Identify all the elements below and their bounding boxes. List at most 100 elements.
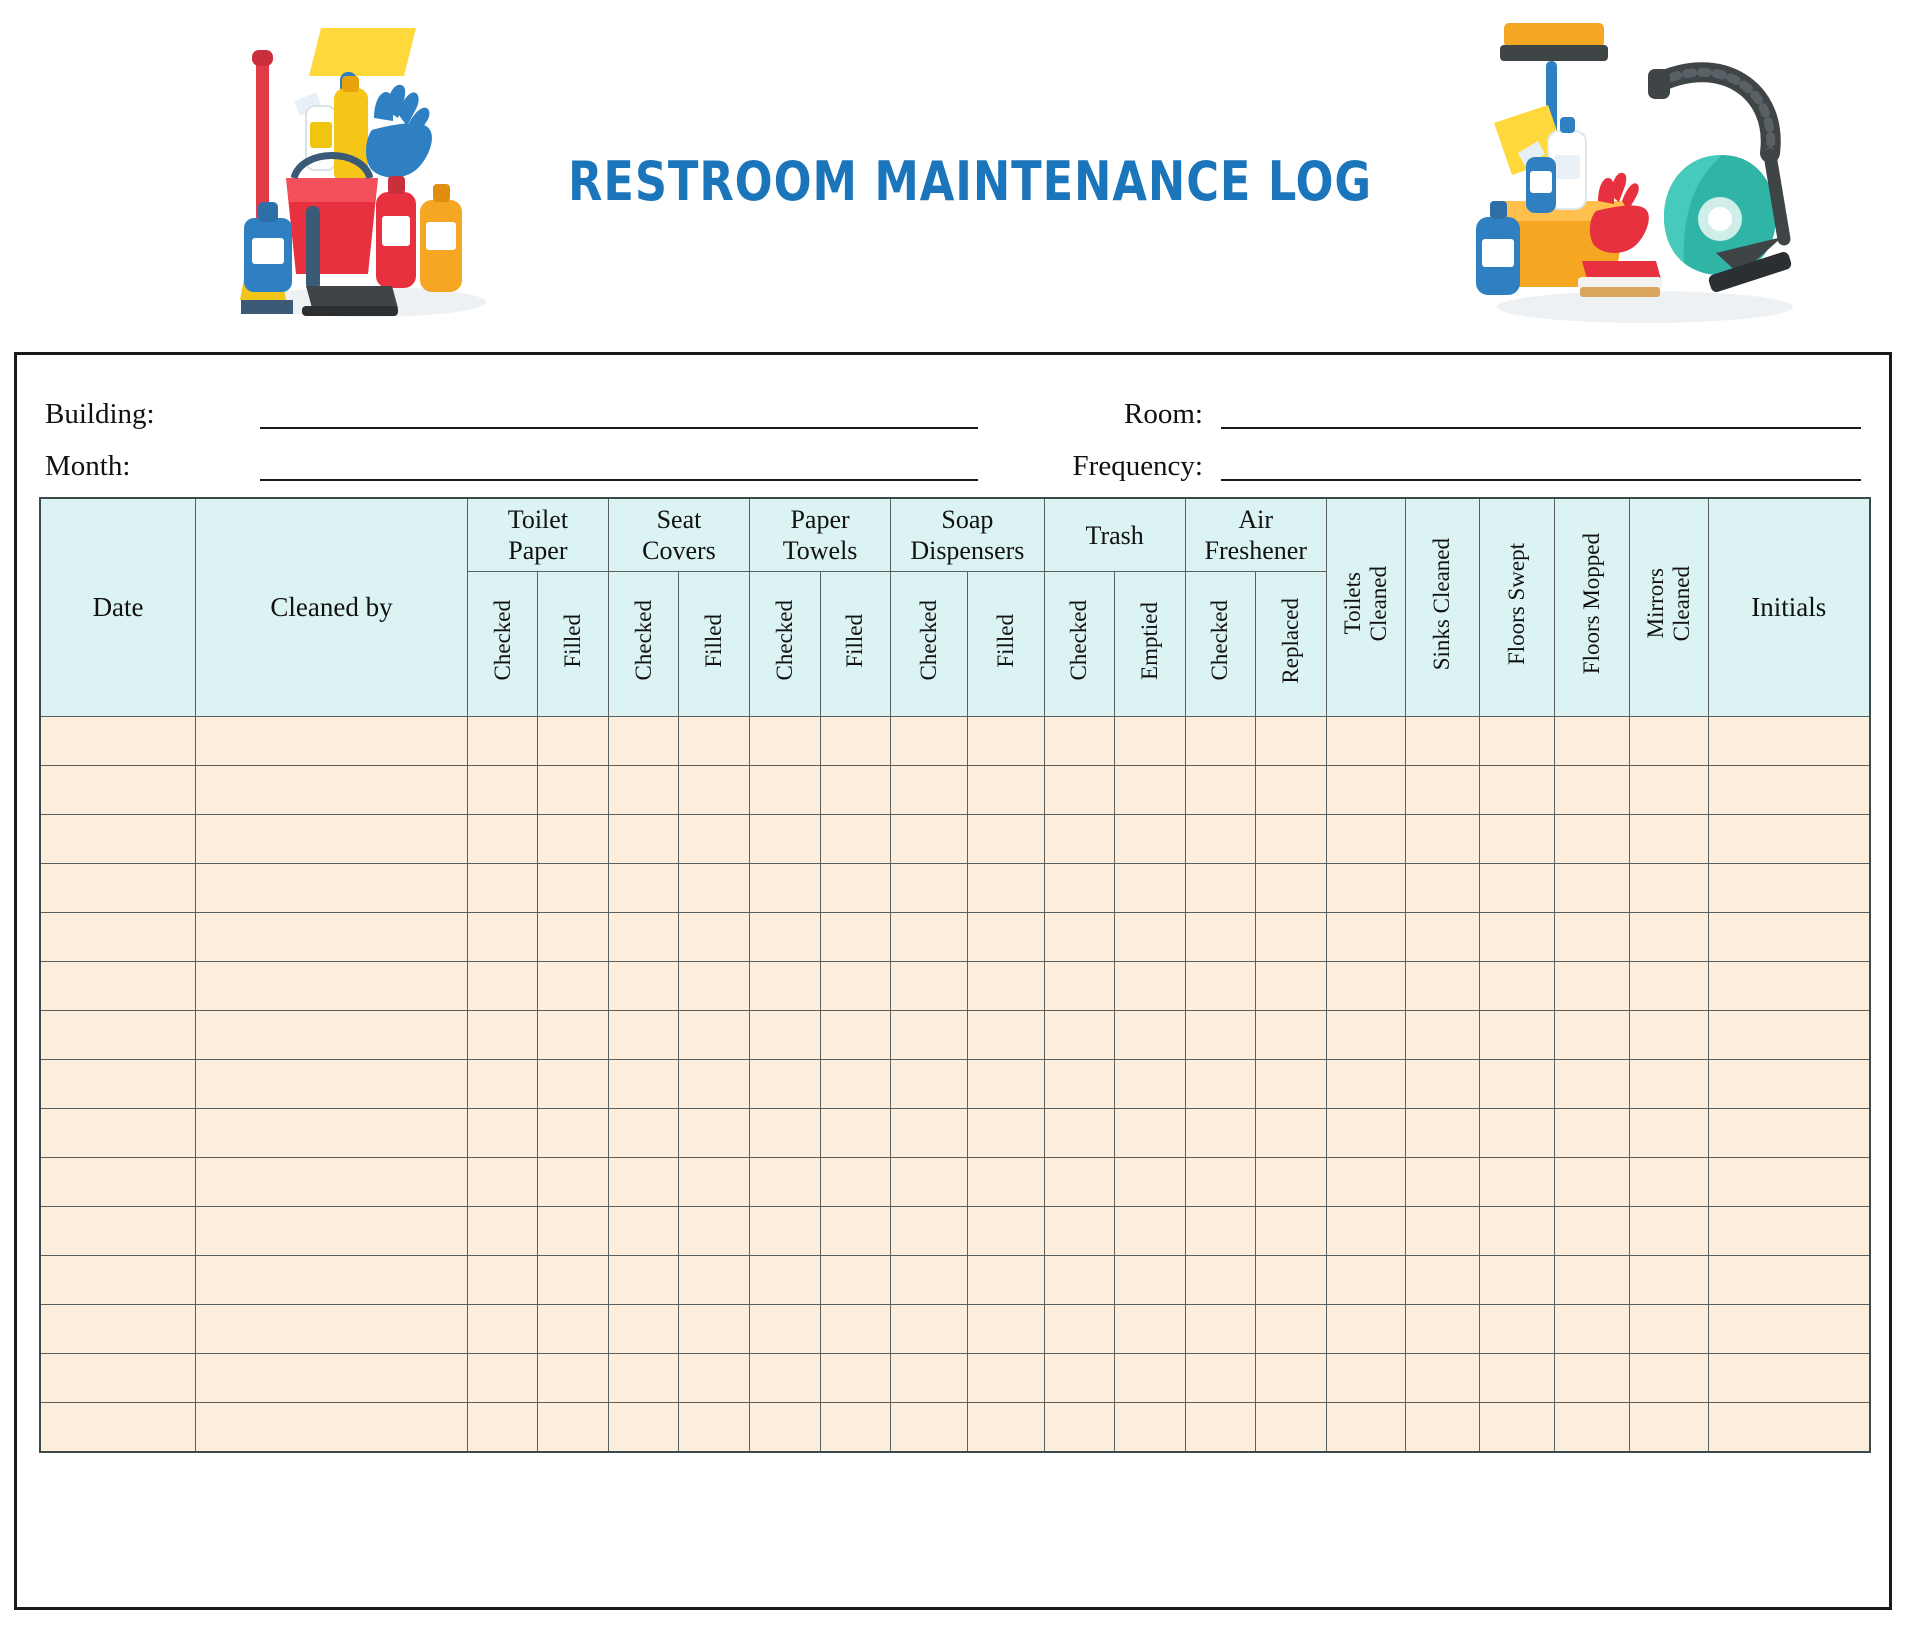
- table-row[interactable]: [39, 1206, 1871, 1256]
- table-cell[interactable]: [1628, 1353, 1709, 1403]
- table-cell[interactable]: [607, 1304, 680, 1354]
- table-cell[interactable]: [1553, 1255, 1630, 1305]
- table-cell[interactable]: [607, 912, 680, 962]
- table-cell[interactable]: [890, 1157, 968, 1207]
- table-cell[interactable]: [819, 863, 892, 913]
- table-cell[interactable]: [1707, 912, 1871, 962]
- table-cell[interactable]: [1553, 1059, 1630, 1109]
- table-cell[interactable]: [749, 1353, 821, 1403]
- table-cell[interactable]: [39, 1108, 197, 1158]
- month-input[interactable]: [260, 453, 978, 481]
- table-cell[interactable]: [1707, 1255, 1871, 1305]
- table-cell[interactable]: [1114, 1059, 1186, 1109]
- table-cell[interactable]: [195, 961, 468, 1011]
- table-cell[interactable]: [466, 716, 539, 766]
- table-cell[interactable]: [537, 1206, 609, 1256]
- table-cell[interactable]: [1114, 863, 1186, 913]
- table-cell[interactable]: [1255, 765, 1327, 815]
- table-cell[interactable]: [1184, 716, 1257, 766]
- table-row[interactable]: [39, 1010, 1871, 1060]
- table-cell[interactable]: [1184, 1304, 1257, 1354]
- table-cell[interactable]: [1479, 1206, 1555, 1256]
- table-cell[interactable]: [1255, 1157, 1327, 1207]
- table-cell[interactable]: [537, 716, 609, 766]
- table-cell[interactable]: [1404, 1255, 1481, 1305]
- table-cell[interactable]: [466, 912, 539, 962]
- table-cell[interactable]: [1255, 1010, 1327, 1060]
- table-cell[interactable]: [1479, 1304, 1555, 1354]
- table-cell[interactable]: [1043, 1353, 1116, 1403]
- table-cell[interactable]: [39, 961, 197, 1011]
- table-cell[interactable]: [607, 1157, 680, 1207]
- table-cell[interactable]: [1707, 1157, 1871, 1207]
- table-cell[interactable]: [1043, 1157, 1116, 1207]
- table-cell[interactable]: [819, 1059, 892, 1109]
- table-cell[interactable]: [39, 912, 197, 962]
- table-cell[interactable]: [1553, 961, 1630, 1011]
- table-cell[interactable]: [1628, 1206, 1709, 1256]
- table-cell[interactable]: [195, 1059, 468, 1109]
- table-cell[interactable]: [890, 961, 968, 1011]
- table-cell[interactable]: [1553, 1402, 1630, 1453]
- table-cell[interactable]: [607, 1402, 680, 1453]
- table-cell[interactable]: [1553, 1353, 1630, 1403]
- table-cell[interactable]: [466, 1255, 539, 1305]
- table-cell[interactable]: [1479, 1059, 1555, 1109]
- table-cell[interactable]: [890, 912, 968, 962]
- table-cell[interactable]: [890, 1206, 968, 1256]
- table-cell[interactable]: [537, 1304, 609, 1354]
- table-cell[interactable]: [195, 1255, 468, 1305]
- table-cell[interactable]: [1043, 1059, 1116, 1109]
- table-cell[interactable]: [819, 1255, 892, 1305]
- table-cell[interactable]: [678, 1255, 751, 1305]
- table-cell[interactable]: [1404, 912, 1481, 962]
- table-cell[interactable]: [890, 1108, 968, 1158]
- table-cell[interactable]: [1184, 1108, 1257, 1158]
- table-cell[interactable]: [819, 1206, 892, 1256]
- table-cell[interactable]: [890, 1353, 968, 1403]
- table-cell[interactable]: [966, 961, 1045, 1011]
- table-cell[interactable]: [607, 1206, 680, 1256]
- table-cell[interactable]: [195, 1402, 468, 1453]
- table-cell[interactable]: [1255, 961, 1327, 1011]
- table-cell[interactable]: [39, 814, 197, 864]
- table-cell[interactable]: [607, 716, 680, 766]
- table-cell[interactable]: [607, 1059, 680, 1109]
- table-cell[interactable]: [1325, 1059, 1406, 1109]
- table-cell[interactable]: [537, 863, 609, 913]
- table-cell[interactable]: [1707, 765, 1871, 815]
- table-cell[interactable]: [195, 1010, 468, 1060]
- table-cell[interactable]: [678, 1108, 751, 1158]
- table-cell[interactable]: [966, 1206, 1045, 1256]
- table-cell[interactable]: [1404, 1010, 1481, 1060]
- table-cell[interactable]: [1255, 863, 1327, 913]
- table-cell[interactable]: [466, 961, 539, 1011]
- table-cell[interactable]: [1114, 1402, 1186, 1453]
- table-cell[interactable]: [749, 1304, 821, 1354]
- table-cell[interactable]: [1404, 765, 1481, 815]
- table-cell[interactable]: [966, 1255, 1045, 1305]
- table-cell[interactable]: [749, 716, 821, 766]
- table-cell[interactable]: [1043, 814, 1116, 864]
- table-cell[interactable]: [39, 1157, 197, 1207]
- table-cell[interactable]: [819, 1157, 892, 1207]
- table-cell[interactable]: [1479, 1010, 1555, 1060]
- table-cell[interactable]: [39, 1206, 197, 1256]
- table-cell[interactable]: [39, 1353, 197, 1403]
- table-cell[interactable]: [890, 1255, 968, 1305]
- table-cell[interactable]: [537, 814, 609, 864]
- table-cell[interactable]: [466, 1206, 539, 1256]
- table-cell[interactable]: [1043, 863, 1116, 913]
- table-cell[interactable]: [1255, 1402, 1327, 1453]
- table-cell[interactable]: [1043, 1108, 1116, 1158]
- table-cell[interactable]: [678, 1353, 751, 1403]
- table-cell[interactable]: [1255, 1108, 1327, 1158]
- table-cell[interactable]: [607, 961, 680, 1011]
- table-cell[interactable]: [1184, 814, 1257, 864]
- table-cell[interactable]: [1114, 1010, 1186, 1060]
- table-cell[interactable]: [607, 814, 680, 864]
- table-cell[interactable]: [39, 1304, 197, 1354]
- table-cell[interactable]: [1325, 1010, 1406, 1060]
- table-cell[interactable]: [819, 1108, 892, 1158]
- table-cell[interactable]: [466, 765, 539, 815]
